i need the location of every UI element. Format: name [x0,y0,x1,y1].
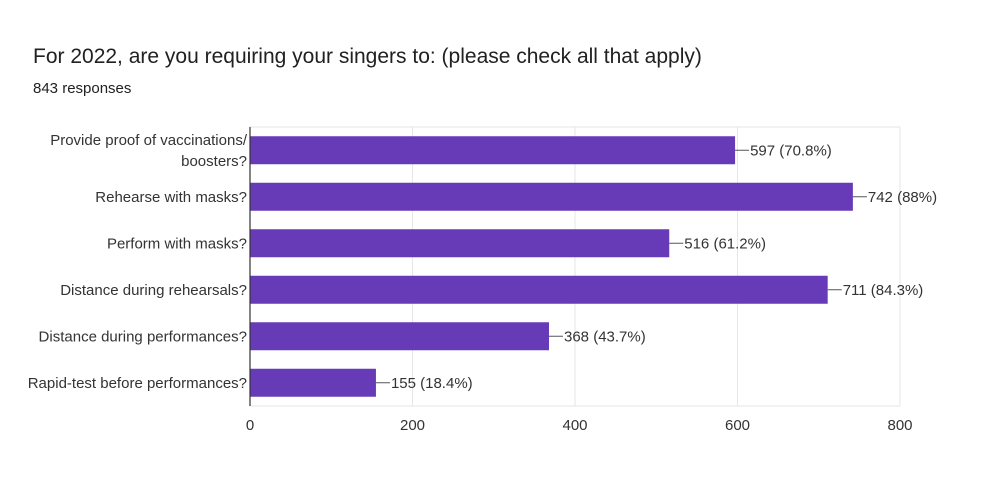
bar [250,322,549,351]
data-label: 516 (61.2%) [684,235,766,252]
data-label: 711 (84.3%) [843,282,924,299]
category-label: Rehearse with masks? [95,189,247,206]
x-tick-label: 0 [246,417,254,434]
response-count: 843 responses [33,80,132,97]
bar [250,136,736,165]
data-label: 368 (43.7%) [564,328,646,345]
bar [250,275,828,304]
x-tick-label: 200 [400,417,425,434]
data-label: 742 (88%) [868,189,937,206]
category-label: boosters? [181,153,247,170]
bar [250,368,376,397]
bar [250,229,670,258]
category-label: Distance during performances? [39,328,247,345]
data-label: 597 (70.8%) [750,142,832,159]
bar [250,182,853,211]
category-label: Rapid-test before performances? [28,375,247,392]
x-tick-label: 600 [725,417,750,434]
data-label: 155 (18.4%) [391,375,473,392]
category-label: Perform with masks? [107,235,247,252]
category-label: Distance during rehearsals? [60,282,247,299]
x-tick-label: 800 [887,417,912,434]
chart-title: For 2022, are you requiring your singers… [33,45,702,68]
category-label: Provide proof of vaccinations/ [50,132,248,149]
x-tick-label: 400 [562,417,587,434]
